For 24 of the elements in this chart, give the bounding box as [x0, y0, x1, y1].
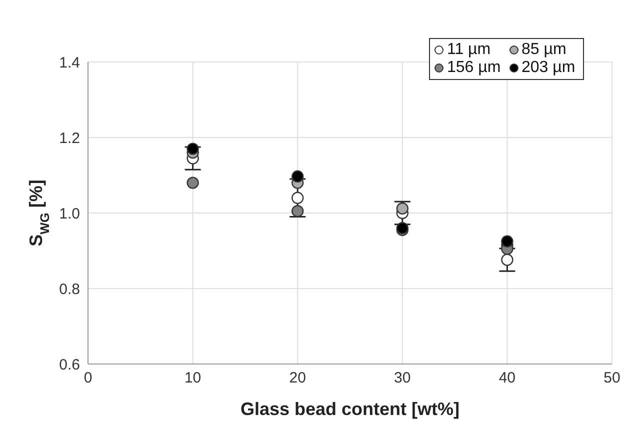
legend-label: 203 µm: [522, 59, 576, 77]
y-tick-label: 0.6: [59, 356, 80, 374]
x-tick-label: 40: [498, 370, 516, 387]
x-axis-title: Glass bead content [wt%]: [240, 398, 460, 419]
legend-label: 11 µm: [447, 41, 491, 59]
y-tick-label: 1.2: [59, 130, 80, 147]
point: [501, 254, 514, 266]
point: [396, 202, 408, 215]
legend-label: 85 µm: [522, 41, 566, 59]
y-tick-label: 1.4: [59, 54, 80, 72]
point: [292, 170, 304, 182]
point: [501, 235, 514, 248]
point: [292, 205, 304, 218]
x-tick-label: 20: [289, 370, 306, 387]
point: [292, 192, 304, 204]
x-tick-label: 50: [604, 370, 620, 387]
x-tick-label: 0: [84, 370, 92, 387]
point: [186, 176, 199, 189]
x-tick-label: 10: [184, 370, 202, 387]
point: [186, 142, 199, 155]
x-tick-label: 30: [394, 370, 411, 387]
y-tick-label: 1.0: [59, 205, 80, 222]
legend-label: 156 µm: [447, 59, 501, 77]
y-tick-label: 0.8: [59, 280, 80, 298]
